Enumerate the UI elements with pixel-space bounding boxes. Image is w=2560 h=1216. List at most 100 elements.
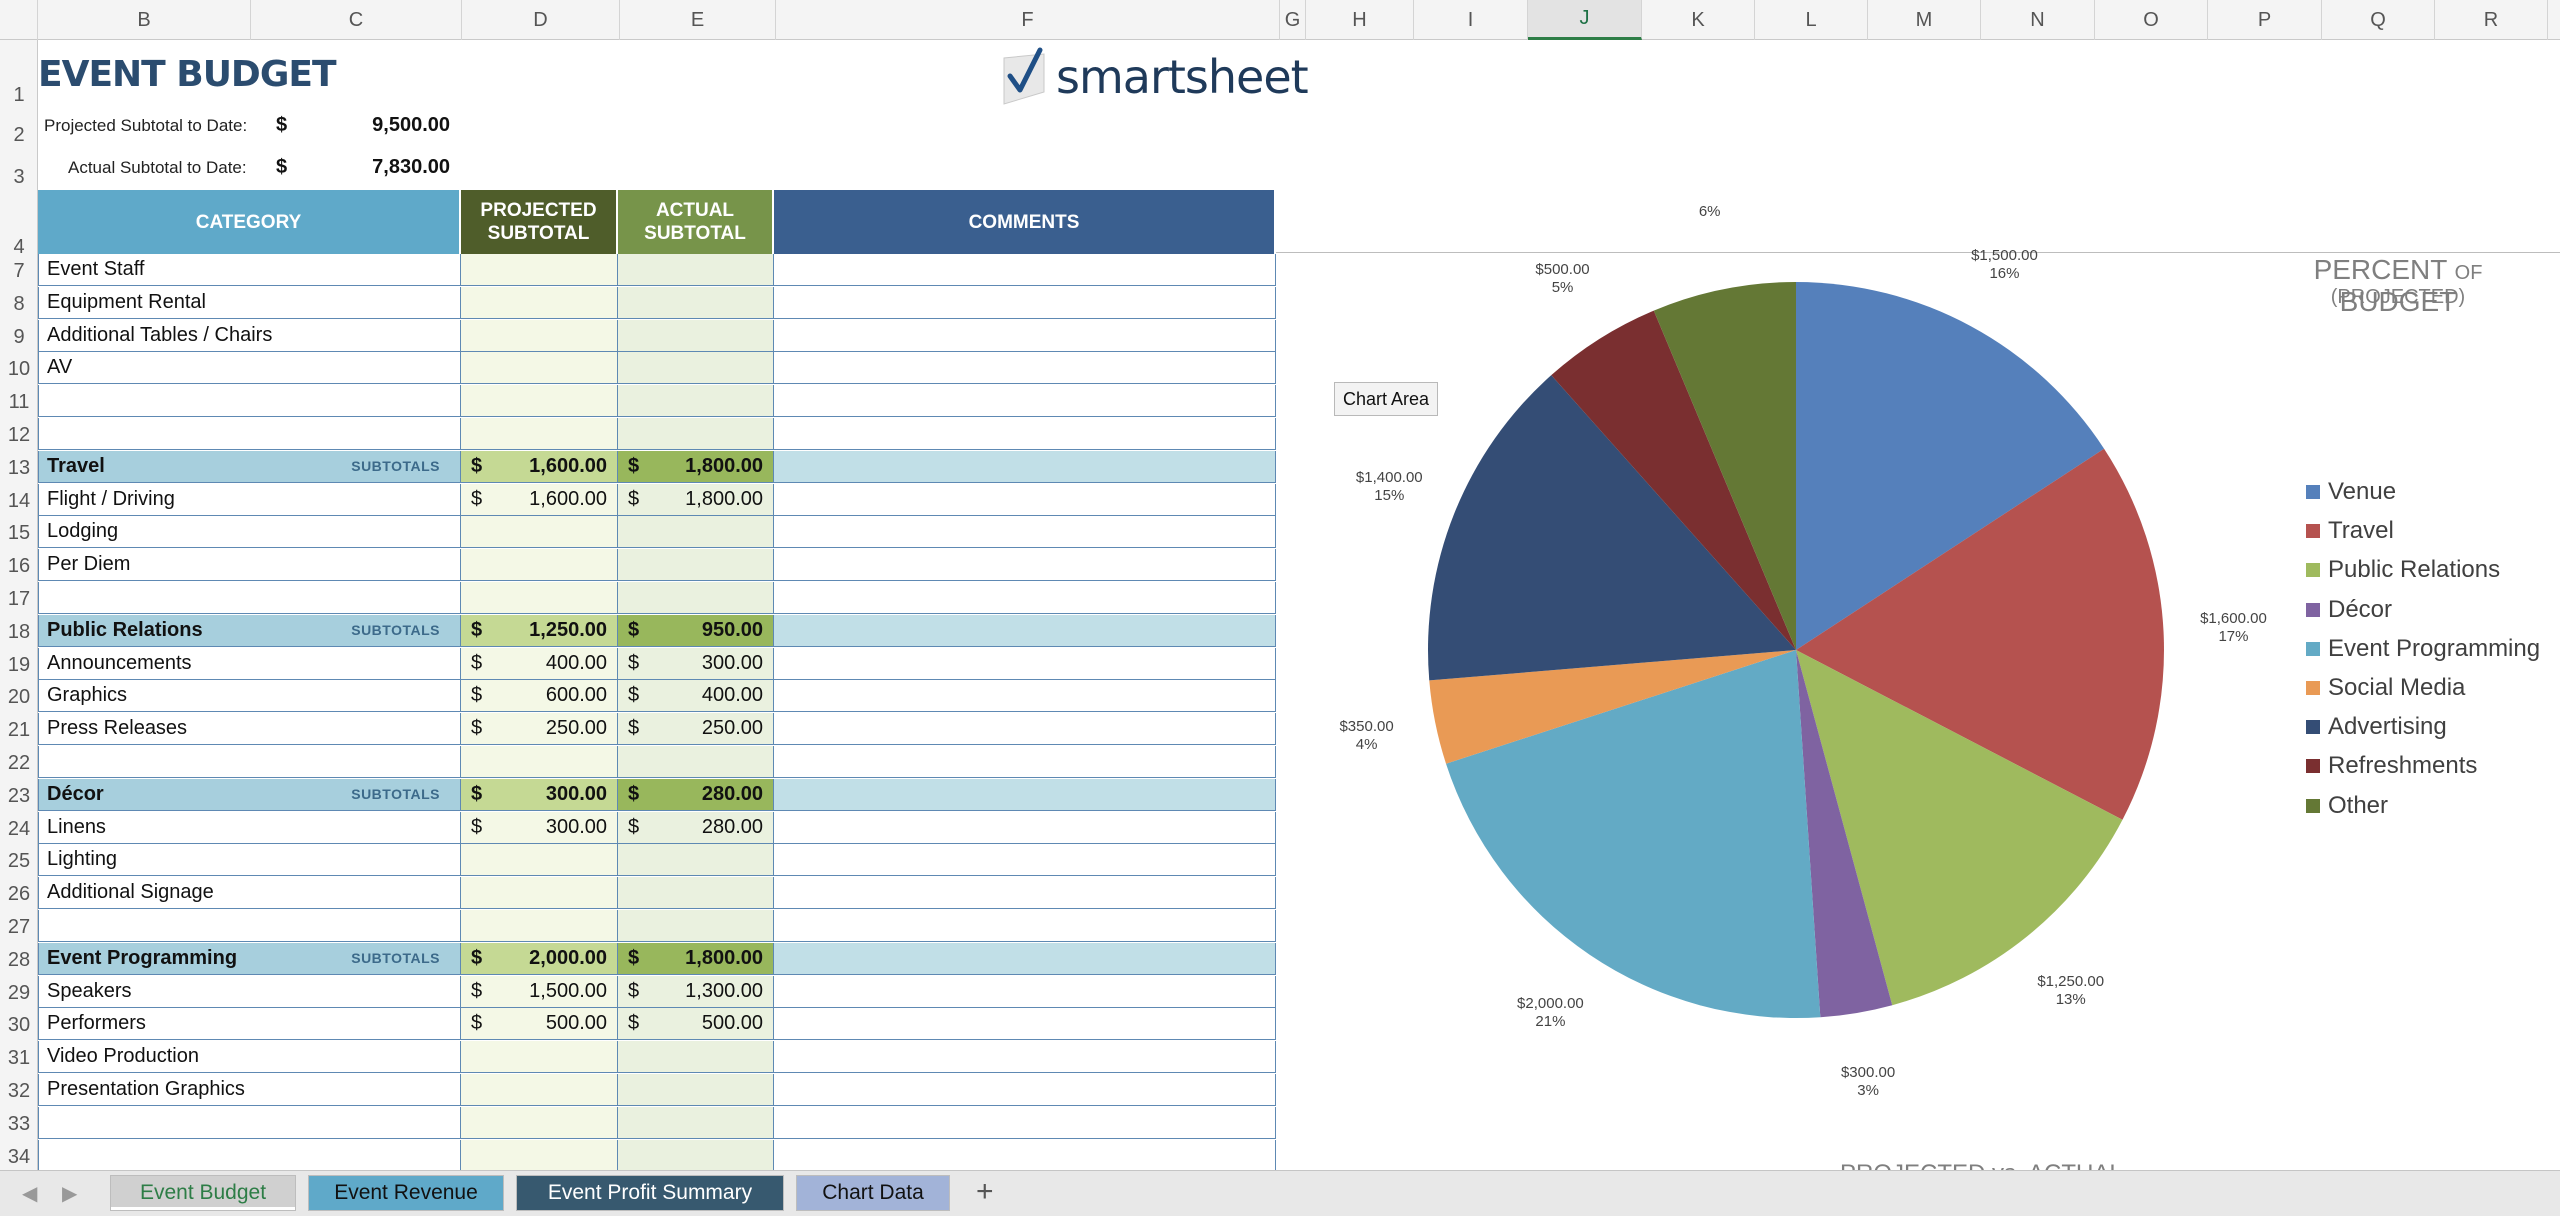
actual-cell[interactable] bbox=[618, 1074, 774, 1106]
actual-cell[interactable]: $280.00 bbox=[618, 778, 774, 811]
actual-cell[interactable]: $250.00 bbox=[618, 713, 774, 746]
category-cell[interactable]: Linens bbox=[38, 811, 461, 844]
actual-cell[interactable] bbox=[618, 418, 774, 450]
column-header-n[interactable]: N bbox=[1981, 0, 2095, 40]
row-header-30[interactable]: 30 bbox=[7, 1014, 31, 1037]
row-header-28[interactable]: 28 bbox=[7, 948, 31, 971]
projected-cell[interactable]: $1,250.00 bbox=[461, 614, 618, 647]
pie-slice-other[interactable] bbox=[1653, 282, 1796, 650]
column-header-i[interactable]: I bbox=[1414, 0, 1528, 40]
projected-cell[interactable] bbox=[461, 746, 618, 778]
category-cell[interactable]: AV bbox=[38, 352, 461, 385]
row-header-24[interactable]: 24 bbox=[7, 817, 31, 840]
sheet-tab-event-budget[interactable]: Event Budget bbox=[110, 1175, 296, 1211]
category-cell[interactable]: Per Diem bbox=[38, 549, 461, 582]
pie-slice-refreshments[interactable] bbox=[1551, 310, 1796, 650]
actual-cell[interactable] bbox=[618, 254, 774, 286]
row-header-13[interactable]: 13 bbox=[7, 456, 31, 479]
actual-cell[interactable] bbox=[618, 352, 774, 385]
legend-item-d-cor[interactable]: Décor bbox=[2306, 596, 2392, 624]
pie-chart[interactable] bbox=[1400, 250, 2200, 1050]
category-cell[interactable]: Additional Signage bbox=[38, 877, 461, 910]
row-header-32[interactable]: 32 bbox=[7, 1080, 31, 1102]
row-header-2[interactable]: 2 bbox=[13, 124, 25, 146]
comments-cell[interactable] bbox=[774, 713, 1276, 746]
category-cell[interactable]: Flight / Driving bbox=[38, 483, 461, 516]
legend-item-advertising[interactable]: Advertising bbox=[2306, 713, 2447, 741]
comments-cell[interactable] bbox=[774, 254, 1276, 286]
add-sheet-button[interactable]: + bbox=[976, 1175, 994, 1208]
column-header-p[interactable]: P bbox=[2208, 0, 2322, 40]
projected-subtotal-value[interactable]: 9,500.00 bbox=[372, 114, 450, 136]
category-cell[interactable]: Performers bbox=[38, 1008, 461, 1041]
legend-item-refreshments[interactable]: Refreshments bbox=[2306, 752, 2477, 780]
projected-cell[interactable]: $2,000.00 bbox=[461, 942, 618, 975]
category-cell[interactable]: Public Relations SUBTOTALS bbox=[38, 614, 461, 647]
comments-cell[interactable] bbox=[774, 614, 1276, 647]
legend-item-venue[interactable]: Venue bbox=[2306, 478, 2396, 506]
row-header-27[interactable]: 27 bbox=[7, 916, 31, 938]
category-cell[interactable] bbox=[38, 418, 461, 450]
actual-cell[interactable] bbox=[618, 746, 774, 778]
sheet-tab-event-revenue[interactable]: Event Revenue bbox=[308, 1175, 504, 1211]
comments-cell[interactable] bbox=[774, 975, 1276, 1008]
comments-cell[interactable] bbox=[774, 680, 1276, 713]
comments-cell[interactable] bbox=[774, 582, 1276, 614]
column-header-k[interactable]: K bbox=[1642, 0, 1755, 40]
projected-cell[interactable] bbox=[461, 844, 618, 877]
projected-cell[interactable] bbox=[461, 1139, 618, 1172]
row-header-12[interactable]: 12 bbox=[7, 424, 31, 446]
actual-cell[interactable] bbox=[618, 910, 774, 942]
projected-cell[interactable] bbox=[461, 418, 618, 450]
column-header-c[interactable]: C bbox=[251, 0, 462, 40]
projected-cell[interactable] bbox=[461, 1041, 618, 1074]
actual-cell[interactable] bbox=[618, 1106, 774, 1139]
row-header-15[interactable]: 15 bbox=[7, 522, 31, 545]
header-category[interactable]: CATEGORY bbox=[38, 190, 461, 254]
row-header-29[interactable]: 29 bbox=[7, 981, 31, 1004]
comments-cell[interactable] bbox=[774, 844, 1276, 877]
column-header-r[interactable]: R bbox=[2435, 0, 2548, 40]
next-sheet-arrow-icon[interactable]: ▶ bbox=[62, 1183, 78, 1205]
comments-cell[interactable] bbox=[774, 811, 1276, 844]
actual-cell[interactable]: $950.00 bbox=[618, 614, 774, 647]
row-header-34[interactable]: 34 bbox=[7, 1145, 31, 1168]
actual-cell[interactable]: $400.00 bbox=[618, 680, 774, 713]
row-header-10[interactable]: 10 bbox=[7, 358, 31, 381]
projected-cell[interactable] bbox=[461, 352, 618, 385]
row-header-33[interactable]: 33 bbox=[7, 1112, 31, 1135]
header-projected-subtotal[interactable]: PROJECTED SUBTOTAL bbox=[461, 190, 618, 254]
actual-cell[interactable] bbox=[618, 549, 774, 582]
legend-item-public-relations[interactable]: Public Relations bbox=[2306, 556, 2500, 584]
pie-slice-venue[interactable] bbox=[1796, 282, 2105, 650]
row-header-7[interactable]: 7 bbox=[13, 260, 25, 282]
row-header-19[interactable]: 19 bbox=[7, 653, 31, 676]
row-header-20[interactable]: 20 bbox=[7, 686, 31, 709]
actual-cell[interactable] bbox=[618, 1041, 774, 1074]
actual-cell[interactable]: $1,800.00 bbox=[618, 450, 774, 483]
comments-cell[interactable] bbox=[774, 778, 1276, 811]
category-cell[interactable]: Presentation Graphics bbox=[38, 1074, 461, 1106]
comments-cell[interactable] bbox=[774, 746, 1276, 778]
pie-slice-d-cor[interactable] bbox=[1796, 650, 1893, 1018]
column-header-h[interactable]: H bbox=[1306, 0, 1414, 40]
header-comments[interactable]: COMMENTS bbox=[774, 190, 1276, 254]
comments-cell[interactable] bbox=[774, 877, 1276, 910]
actual-cell[interactable] bbox=[618, 582, 774, 614]
category-cell[interactable]: Event Staff bbox=[38, 254, 461, 286]
row-header-17[interactable]: 17 bbox=[7, 588, 31, 610]
header-actual-subtotal[interactable]: ACTUAL SUBTOTAL bbox=[618, 190, 774, 254]
column-header-o[interactable]: O bbox=[2095, 0, 2208, 40]
comments-cell[interactable] bbox=[774, 385, 1276, 418]
projected-cell[interactable] bbox=[461, 385, 618, 418]
category-cell[interactable] bbox=[38, 1106, 461, 1139]
actual-cell[interactable] bbox=[618, 844, 774, 877]
column-header-e[interactable]: E bbox=[620, 0, 776, 40]
projected-cell[interactable] bbox=[461, 582, 618, 614]
column-header-g[interactable]: G bbox=[1280, 0, 1306, 40]
row-header-25[interactable]: 25 bbox=[7, 850, 31, 873]
actual-cell[interactable] bbox=[618, 319, 774, 352]
projected-cell[interactable]: $1,600.00 bbox=[461, 450, 618, 483]
actual-cell[interactable] bbox=[618, 877, 774, 910]
column-header-f[interactable]: F bbox=[776, 0, 1280, 40]
